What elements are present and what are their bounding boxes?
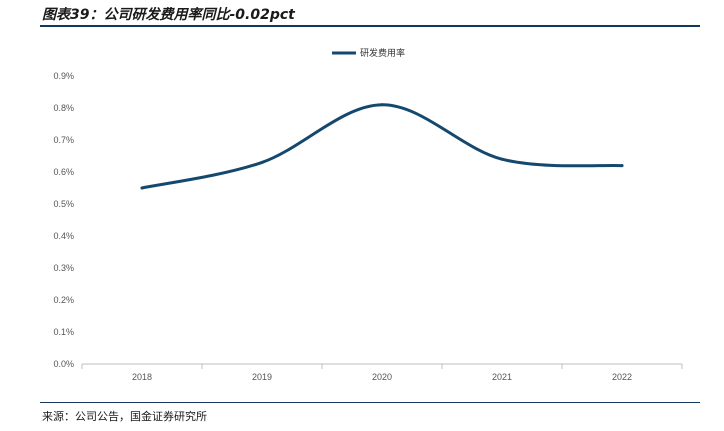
data-point-2021 bbox=[500, 157, 504, 161]
data-point-2018 bbox=[140, 186, 144, 190]
y-tick-label: 0.4% bbox=[53, 231, 74, 241]
y-tick-label: 0.6% bbox=[53, 167, 74, 177]
x-tick-label: 2019 bbox=[252, 372, 272, 382]
y-axis-ticks: 0.0% 0.1% 0.2% 0.3% 0.4% 0.5% 0.6% 0.7% 0.8% 0.9% bbox=[53, 71, 74, 369]
y-tick-label: 0.7% bbox=[53, 135, 74, 145]
title-divider bbox=[40, 25, 700, 27]
x-tick-label: 2020 bbox=[372, 372, 392, 382]
legend-label: 研发费用率 bbox=[360, 47, 405, 59]
x-tick-label: 2018 bbox=[132, 372, 152, 382]
x-tick-label: 2022 bbox=[612, 372, 632, 382]
series-points bbox=[140, 103, 624, 190]
y-tick-label: 0.3% bbox=[53, 263, 74, 273]
y-tick-label: 0.5% bbox=[53, 199, 74, 209]
source-divider bbox=[40, 402, 700, 403]
series-line-rd-expense-ratio bbox=[140, 103, 624, 190]
data-point-2022 bbox=[620, 164, 624, 168]
y-tick-label: 0.8% bbox=[53, 103, 74, 113]
y-tick-label: 0.9% bbox=[53, 71, 74, 81]
x-tick-label: 2021 bbox=[492, 372, 512, 382]
data-point-2020 bbox=[380, 103, 384, 107]
source-note: 来源：公司公告，国金证券研究所 bbox=[42, 410, 207, 423]
legend: 研发费用率 bbox=[332, 47, 405, 59]
y-tick-label: 0.1% bbox=[53, 327, 74, 337]
data-point-2019 bbox=[260, 160, 264, 164]
y-tick-label: 0.0% bbox=[53, 359, 74, 369]
figure-title: 图表39：公司研发费用率同比-0.02pct bbox=[42, 7, 295, 23]
x-axis-ticks: 2018 2019 2020 2021 2022 bbox=[81, 364, 683, 382]
y-tick-label: 0.2% bbox=[53, 295, 74, 305]
